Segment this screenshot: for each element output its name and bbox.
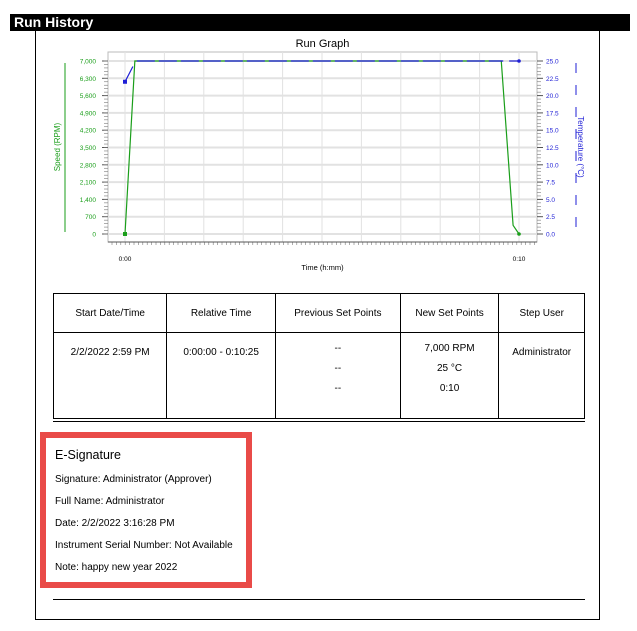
chart-title: Run Graph xyxy=(296,38,350,50)
column-header: Start Date/Time xyxy=(52,293,168,333)
table-row: 2/2/2022 2:59 PM 0:00:00 - 0:10:25 -- --… xyxy=(52,332,585,419)
run-history-header: Run History xyxy=(10,14,630,31)
serial-line: Instrument Serial Number: Not Available xyxy=(55,540,233,551)
note-line: Note: happy new year 2022 xyxy=(55,562,178,573)
y-tick-label: 1,400 xyxy=(80,197,97,204)
y-tick-label: 2,800 xyxy=(80,162,97,169)
y-tick-label: 6,300 xyxy=(80,76,97,83)
new-time: 0:10 xyxy=(439,383,460,394)
y2-axis-label: Temperature (°C) xyxy=(576,116,585,178)
e-signature-title: E-Signature xyxy=(55,448,122,462)
temperature-line xyxy=(124,66,134,83)
divider xyxy=(53,421,585,422)
y-tick-label: 700 xyxy=(85,214,96,221)
previous-temperature: -- xyxy=(334,363,342,374)
column-header: New Set Points xyxy=(399,293,500,333)
previous-set-points-cell: -- -- -- xyxy=(274,332,401,419)
speed-point xyxy=(517,232,521,236)
new-set-points-cell: 7,000 RPM 25 °C 0:10 xyxy=(399,332,500,419)
signature-line: Signature: Administrator (Approver) xyxy=(55,474,212,485)
y2-tick-label: 0.0 xyxy=(546,232,555,239)
temperature-point xyxy=(123,79,127,84)
y-tick-label: 5,600 xyxy=(80,93,97,100)
column-header: Step User xyxy=(498,293,585,333)
step-user-cell: Administrator xyxy=(498,332,585,419)
y-tick-label: 2,100 xyxy=(80,180,97,187)
report-frame xyxy=(35,31,600,620)
x-tick-label: 0:00 xyxy=(119,256,132,263)
y2-tick-label: 15.0 xyxy=(546,128,559,135)
column-header: Previous Set Points xyxy=(274,293,401,333)
previous-speed: -- xyxy=(334,343,342,354)
temperature-point xyxy=(517,59,521,63)
start-datetime-cell: 2/2/2022 2:59 PM xyxy=(52,332,168,419)
y-axis-label: Speed (RPM) xyxy=(53,122,62,171)
y2-tick-label: 5.0 xyxy=(546,197,555,204)
y2-tick-label: 12.5 xyxy=(546,145,559,152)
x-tick-label: 0:10 xyxy=(513,256,526,263)
e-signature-box: E-Signature Signature: Administrator (Ap… xyxy=(40,432,252,588)
y-tick-label: 3,500 xyxy=(80,145,97,152)
y2-tick-label: 20.0 xyxy=(546,93,559,100)
y2-tick-label: 2.5 xyxy=(546,214,555,221)
y2-tick-label: 25.0 xyxy=(546,59,559,66)
y2-tick-label: 7.5 xyxy=(546,180,555,187)
table-header-row: Start Date/Time Relative Time Previous S… xyxy=(52,293,585,333)
new-speed: 7,000 RPM xyxy=(424,343,475,354)
y-tick-label: 0 xyxy=(92,232,96,239)
column-header: Relative Time xyxy=(166,293,276,333)
date-line: Date: 2/2/2022 3:16:28 PM xyxy=(55,518,175,529)
divider xyxy=(53,599,585,600)
full-name-line: Full Name: Administrator xyxy=(55,496,165,507)
y2-tick-label: 17.5 xyxy=(546,110,559,117)
previous-time: -- xyxy=(334,383,342,394)
speed-point xyxy=(123,232,127,236)
run-graph: Run Graph 0 700 1,400 2,100 2,800 3,500 4,200 4,… xyxy=(53,38,585,272)
y-tick-label: 4,900 xyxy=(80,110,97,117)
y2-tick-label: 10.0 xyxy=(546,162,559,169)
x-axis-label: Time (h:mm) xyxy=(301,263,344,272)
y-tick-label: 7,000 xyxy=(80,59,97,66)
run-history-table: Start Date/Time Relative Time Previous S… xyxy=(52,293,585,419)
relative-time-cell: 0:00:00 - 0:10:25 xyxy=(166,332,276,419)
y2-tick-label: 22.5 xyxy=(546,76,559,83)
y-tick-label: 4,200 xyxy=(80,128,97,135)
new-temperature: 25 °C xyxy=(437,363,463,374)
